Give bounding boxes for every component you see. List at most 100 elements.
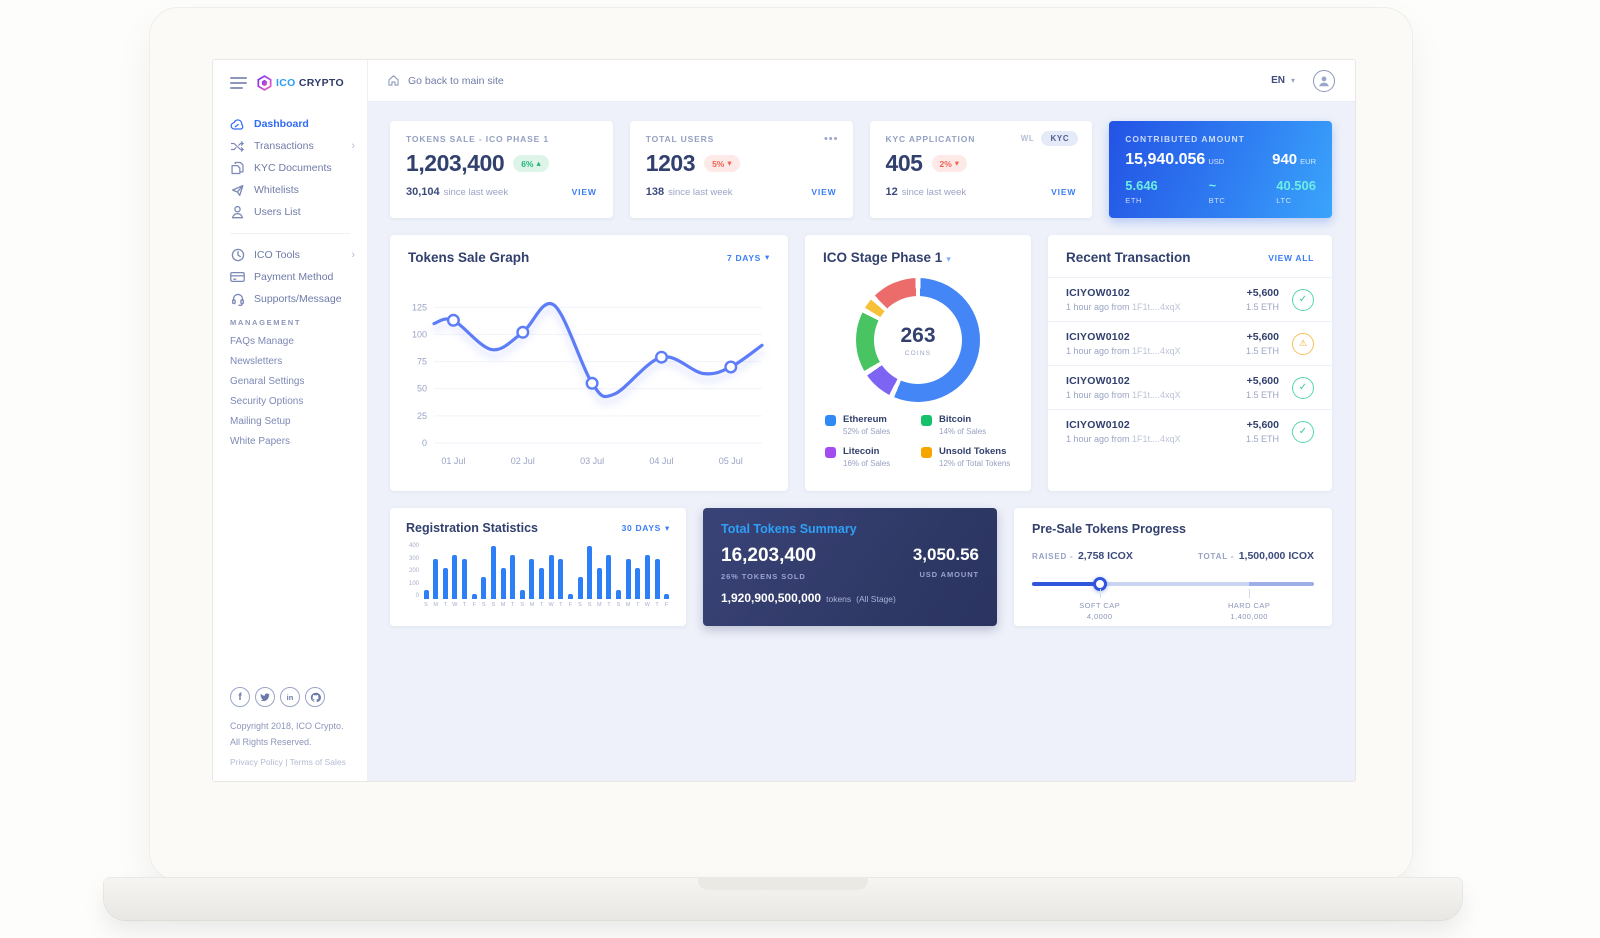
toggle-wl[interactable]: WL xyxy=(1020,134,1035,143)
sidebar-item-label: Dashboard xyxy=(254,118,309,130)
management-links: FAQs Manage Newsletters Genaral Settings Se… xyxy=(230,336,367,456)
svg-text:25: 25 xyxy=(417,411,427,421)
x-tick-label: S xyxy=(616,602,621,608)
more-options-icon[interactable]: ••• xyxy=(823,133,839,145)
language-selector[interactable]: EN xyxy=(1271,75,1285,86)
back-to-main-site-link[interactable]: Go back to main site xyxy=(387,74,504,87)
sidebar-item-kyc-documents[interactable]: KYC Documents xyxy=(230,157,367,179)
trend-badge: 2% ▾ xyxy=(931,155,968,172)
status-success-icon[interactable]: ✓ xyxy=(1292,288,1314,311)
legal-links[interactable]: Privacy Policy | Terms of Sales xyxy=(230,757,346,767)
management-link[interactable]: Security Options xyxy=(230,396,304,407)
transaction-info: ICIYOW0102 1 hour ago from 1F1t....4xqX xyxy=(1066,287,1246,312)
bar xyxy=(529,559,535,599)
status-success-icon[interactable]: ✓ xyxy=(1292,420,1314,443)
sidebar-item-payment-method[interactable]: Payment Method xyxy=(230,266,367,288)
logo-text-ico: ICO xyxy=(276,77,296,89)
bar-rect xyxy=(606,555,612,599)
sidebar-item-label: Transactions xyxy=(254,140,314,152)
management-link[interactable]: Mailing Setup xyxy=(230,416,291,427)
legend-text: Bitcoin 14% of Sales xyxy=(939,414,986,436)
app-logo[interactable]: ICO CRYPTO xyxy=(257,75,344,91)
x-tick-label: T xyxy=(462,602,467,608)
ico-stage-dropdown[interactable]: ICO Stage Phase 1 ▾ xyxy=(823,250,951,265)
linkedin-icon[interactable]: in xyxy=(280,687,300,708)
user-avatar[interactable] xyxy=(1313,69,1335,92)
contributed-amount-card: CONTRIBUTED AMOUNT 15,940.056 USD 940 EUR … xyxy=(1109,121,1332,218)
y-tick-label: 0 xyxy=(415,593,419,599)
usd-amount: 15,940.056 USD xyxy=(1125,151,1225,168)
x-tick-label: T xyxy=(636,602,640,608)
slider-track[interactable] xyxy=(1032,582,1314,586)
bar-rect xyxy=(481,577,487,599)
sidebar-item-supports-message[interactable]: Supports/Message xyxy=(230,288,367,310)
bar xyxy=(519,589,525,599)
total-users-value: 1203 xyxy=(645,150,696,176)
view-button[interactable]: VIEW xyxy=(811,187,837,197)
bar xyxy=(462,559,468,599)
sidebar-item-dashboard[interactable]: Dashboard xyxy=(230,113,367,135)
tokens-sold-label: 26% TOKENS SOLD xyxy=(721,572,806,581)
transaction-row[interactable]: ICIYOW0102 1 hour ago from 1F1t....4xqX +5… xyxy=(1048,410,1332,453)
facebook-icon[interactable]: f xyxy=(230,687,250,708)
status-pending-icon[interactable]: ⚠ xyxy=(1292,332,1314,355)
tokens-sale-value: 1,203,400 xyxy=(406,150,505,176)
panel-title: Recent Transaction xyxy=(1066,250,1191,265)
menu-toggle-icon[interactable] xyxy=(230,77,247,89)
twitter-icon[interactable] xyxy=(255,687,275,708)
management-link[interactable]: FAQs Manage xyxy=(230,336,294,347)
svg-text:0: 0 xyxy=(422,438,427,448)
sidebar-item-ico-tools[interactable]: ICO Tools › xyxy=(230,244,367,266)
tokens-sale-line-chart: 0 25 50 75 100 125 01 Jul 02 Jul 03 Jul 04 Jul 05 … xyxy=(412,301,764,466)
kyc-value: 405 xyxy=(885,150,923,176)
view-button[interactable]: VIEW xyxy=(571,187,597,197)
transaction-row[interactable]: ICIYOW0102 1 hour ago from 1F1t....4xqX +5… xyxy=(1048,366,1332,410)
transaction-row[interactable]: ICIYOW0102 1 hour ago from 1F1t....4xqX +5… xyxy=(1048,278,1332,322)
soft-cap-tick xyxy=(1099,589,1101,598)
kyc-application-card: WL KYC KYC APPLICATION 405 2% ▾ 12 since … xyxy=(869,121,1093,218)
transaction-amounts: +5,600 1.5 ETH xyxy=(1246,419,1279,444)
range-dropdown[interactable]: 30 DAYS ▾ xyxy=(621,522,670,534)
range-dropdown[interactable]: 7 DAYS ▾ xyxy=(727,252,770,263)
svg-text:05 Jul: 05 Jul xyxy=(719,456,743,466)
transactions-list: ICIYOW0102 1 hour ago from 1F1t....4xqX +5… xyxy=(1048,278,1332,453)
view-button[interactable]: VIEW xyxy=(1051,187,1077,197)
bar xyxy=(635,567,641,599)
bar xyxy=(596,567,602,599)
sidebar-item-users-list[interactable]: Users List xyxy=(230,201,367,223)
sidebar-item-transactions[interactable]: Transactions › xyxy=(230,135,367,157)
view-all-button[interactable]: VIEW ALL xyxy=(1268,252,1314,263)
github-icon[interactable] xyxy=(305,687,325,708)
legend-name: Ethereum xyxy=(843,414,887,425)
bar xyxy=(452,555,458,599)
dashboard-icon xyxy=(230,117,245,132)
transaction-row[interactable]: ICIYOW0102 1 hour ago from 1F1t....4xqX +5… xyxy=(1048,322,1332,366)
status-success-icon[interactable]: ✓ xyxy=(1292,376,1314,399)
laptop-base xyxy=(104,878,1462,920)
users-icon xyxy=(230,205,245,220)
x-tick-label: T xyxy=(539,602,544,608)
bar xyxy=(644,555,650,599)
transaction-amount: +5,600 xyxy=(1246,287,1279,299)
toggle-kyc[interactable]: KYC xyxy=(1041,131,1079,146)
usd-amount-value: 3,050.56 xyxy=(912,545,979,564)
legend-item: Ethereum 52% of Sales xyxy=(825,414,915,436)
svg-text:100: 100 xyxy=(412,329,427,339)
management-link[interactable]: Newsletters xyxy=(230,356,283,367)
transaction-eth: 1.5 ETH xyxy=(1245,390,1279,400)
sidebar-item-label: ICO Tools xyxy=(254,249,300,261)
bar xyxy=(471,594,477,599)
management-link[interactable]: Genaral Settings xyxy=(230,376,305,387)
delta-note: since last week xyxy=(901,187,967,198)
management-link[interactable]: White Papers xyxy=(230,436,291,447)
transaction-address: 1F1t....4xqX xyxy=(1132,346,1181,356)
transaction-amounts: +5,600 1.5 ETH xyxy=(1246,287,1279,312)
delta-value: 138 xyxy=(645,186,665,198)
transaction-id: ICIYOW0102 xyxy=(1066,287,1130,299)
legend-item: Litecoin 16% of Sales xyxy=(825,446,915,468)
sidebar-item-whitelists[interactable]: Whitelists xyxy=(230,179,367,201)
wl-kyc-toggle: WL KYC xyxy=(1021,131,1079,146)
panel-title: Tokens Sale Graph xyxy=(408,250,530,265)
x-tick-label: S xyxy=(491,602,496,608)
bar-rect xyxy=(635,567,641,599)
